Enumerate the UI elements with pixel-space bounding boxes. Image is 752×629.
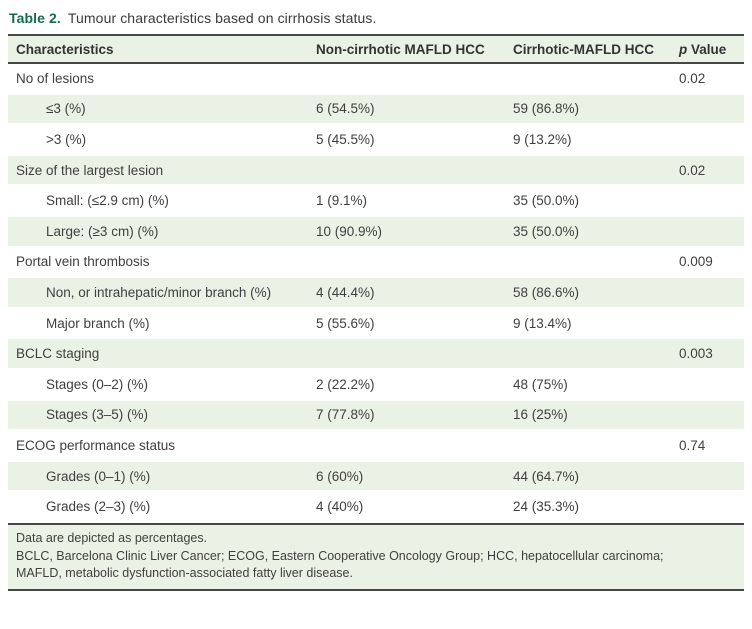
p-value-cell [671, 369, 744, 400]
tumour-characteristics-table: Characteristics Non-cirrhotic MAFLD HCC Ci… [8, 34, 744, 523]
cirrhotic-value-cell [505, 338, 671, 369]
row-label-cell: Non, or intrahepatic/minor branch (%) [46, 284, 272, 300]
non-cirrhotic-value-cell: 4 (44.4%) [316, 284, 375, 300]
row-label-cell: >3 (%) [46, 131, 87, 147]
table-row: Stages (3–5) (%) 7 (77.8%) 16 (25%) [8, 399, 744, 431]
p-value-cell: 0.003 [679, 346, 713, 362]
p-value-cell: 0.02 [679, 70, 706, 86]
table-row: Grades (0–1) (%) 6 (60%) 44 (64.7%) [8, 460, 744, 492]
column-header: p Value [679, 41, 727, 57]
p-value-cell [671, 308, 744, 339]
p-value-cell [671, 400, 744, 431]
table-row: Size of the largest lesion 0.02 [8, 154, 744, 186]
p-value-cell: 0.009 [679, 254, 713, 270]
table-header: Characteristics Non-cirrhotic MAFLD HCC Ci… [8, 35, 744, 63]
row-label-cell: BCLC staging [16, 346, 100, 362]
non-cirrhotic-value-cell: 5 (55.6%) [316, 315, 375, 331]
p-value-cell: 0.02 [679, 162, 706, 178]
row-label-cell: No of lesions [16, 70, 95, 86]
non-cirrhotic-value-cell: 6 (54.5%) [316, 101, 375, 117]
non-cirrhotic-value-cell: 2 (22.2%) [316, 376, 375, 392]
cirrhotic-value-cell: 35 (50.0%) [513, 223, 580, 239]
footnote-line: MAFLD, metabolic dysfunction-associated … [16, 566, 353, 581]
cirrhotic-value-cell: 24 (35.3%) [513, 499, 580, 515]
footnote-line: BCLC, Barcelona Clinic Liver Cancer; ECO… [16, 548, 664, 563]
non-cirrhotic-value-cell: 7 (77.8%) [316, 407, 375, 423]
p-value-cell [671, 277, 744, 308]
cirrhotic-value-cell: 35 (50.0%) [513, 193, 580, 209]
table-caption: Table 2. Tumour characteristics based on … [8, 0, 744, 34]
row-label-cell: Large: (≥3 cm) (%) [46, 223, 159, 239]
row-label-cell: Size of the largest lesion [16, 162, 164, 178]
non-cirrhotic-value-cell [308, 63, 505, 94]
table-number-label: Table 2. [9, 10, 61, 26]
non-cirrhotic-value-cell: 10 (90.9%) [316, 223, 383, 239]
column-header: Non-cirrhotic MAFLD HCC [316, 41, 485, 57]
cirrhotic-value-cell [505, 155, 671, 186]
non-cirrhotic-value-cell: 5 (45.5%) [316, 131, 375, 147]
cirrhotic-value-cell [505, 63, 671, 94]
table-row: Grades (2–3) (%) 4 (40%) 24 (35.3%) [8, 491, 744, 522]
table-row: ≤3 (%) 6 (54.5%) 59 (86.8%) [8, 93, 744, 125]
table-row: Large: (≥3 cm) (%) 10 (90.9%) 35 (50.0%) [8, 215, 744, 247]
row-label-cell: Portal vein thrombosis [16, 254, 150, 270]
table-row: No of lesions 0.02 [8, 63, 744, 94]
table-row: Major branch (%) 5 (55.6%) 9 (13.4%) [8, 308, 744, 339]
row-label-cell: Small: (≤2.9 cm) (%) [46, 193, 169, 209]
non-cirrhotic-value-cell: 6 (60%) [316, 468, 364, 484]
cirrhotic-value-cell [505, 247, 671, 278]
table-row: Small: (≤2.9 cm) (%) 1 (9.1%) 35 (50.0%) [8, 185, 744, 216]
table-row: BCLC staging 0.003 [8, 338, 744, 369]
cirrhotic-value-cell: 44 (64.7%) [513, 468, 580, 484]
cirrhotic-value-cell: 59 (86.8%) [513, 101, 580, 117]
table-caption-text: Tumour characteristics based on cirrhosi… [67, 10, 377, 26]
table-page: Table 2. Tumour characteristics based on … [8, 0, 744, 592]
table-footnotes: Data are depicted as percentages. BCLC, … [8, 522, 744, 592]
row-label-cell: Grades (0–1) (%) [46, 468, 151, 484]
non-cirrhotic-value-cell [308, 338, 505, 369]
column-header: Characteristics [16, 41, 114, 57]
p-value-cell [671, 124, 744, 155]
row-label-cell: Major branch (%) [46, 315, 150, 331]
table-row: ECOG performance status 0.74 [8, 430, 744, 461]
p-value-cell [671, 461, 744, 492]
cirrhotic-value-cell [505, 430, 671, 461]
row-label-cell: Stages (3–5) (%) [46, 407, 149, 423]
cirrhotic-value-cell: 16 (25%) [513, 407, 568, 423]
row-label-cell: Stages (0–2) (%) [46, 376, 149, 392]
table-row: Stages (0–2) (%) 2 (22.2%) 48 (75%) [8, 369, 744, 400]
p-value-cell [671, 491, 744, 522]
table-row: >3 (%) 5 (45.5%) 9 (13.2%) [8, 124, 744, 155]
p-value-cell [671, 185, 744, 216]
footnote-line: Data are depicted as percentages. [16, 530, 208, 545]
row-label-cell: Grades (2–3) (%) [46, 499, 151, 515]
table-row: Non, or intrahepatic/minor branch (%) 4 (… [8, 277, 744, 308]
non-cirrhotic-value-cell: 4 (40%) [316, 499, 364, 515]
cirrhotic-value-cell: 9 (13.2%) [513, 131, 572, 147]
non-cirrhotic-value-cell: 1 (9.1%) [316, 193, 368, 209]
row-label-cell: ECOG performance status [16, 437, 176, 453]
non-cirrhotic-value-cell [308, 430, 505, 461]
row-label-cell: ≤3 (%) [46, 101, 86, 117]
table-body: No of lesions 0.02 ≤3 (%) 6 (54.5%) 59 (86.8… [8, 63, 744, 522]
p-value-cell: 0.74 [679, 437, 706, 453]
table-header-row: Characteristics Non-cirrhotic MAFLD HCC Ci… [8, 35, 744, 63]
cirrhotic-value-cell: 9 (13.4%) [513, 315, 572, 331]
non-cirrhotic-value-cell [308, 247, 505, 278]
table-row: Portal vein thrombosis 0.009 [8, 247, 744, 278]
column-header: Cirrhotic-MAFLD HCC [513, 41, 654, 57]
p-value-cell [671, 216, 744, 247]
p-value-cell [671, 94, 744, 125]
non-cirrhotic-value-cell [308, 155, 505, 186]
cirrhotic-value-cell: 58 (86.6%) [513, 284, 580, 300]
cirrhotic-value-cell: 48 (75%) [513, 376, 568, 392]
